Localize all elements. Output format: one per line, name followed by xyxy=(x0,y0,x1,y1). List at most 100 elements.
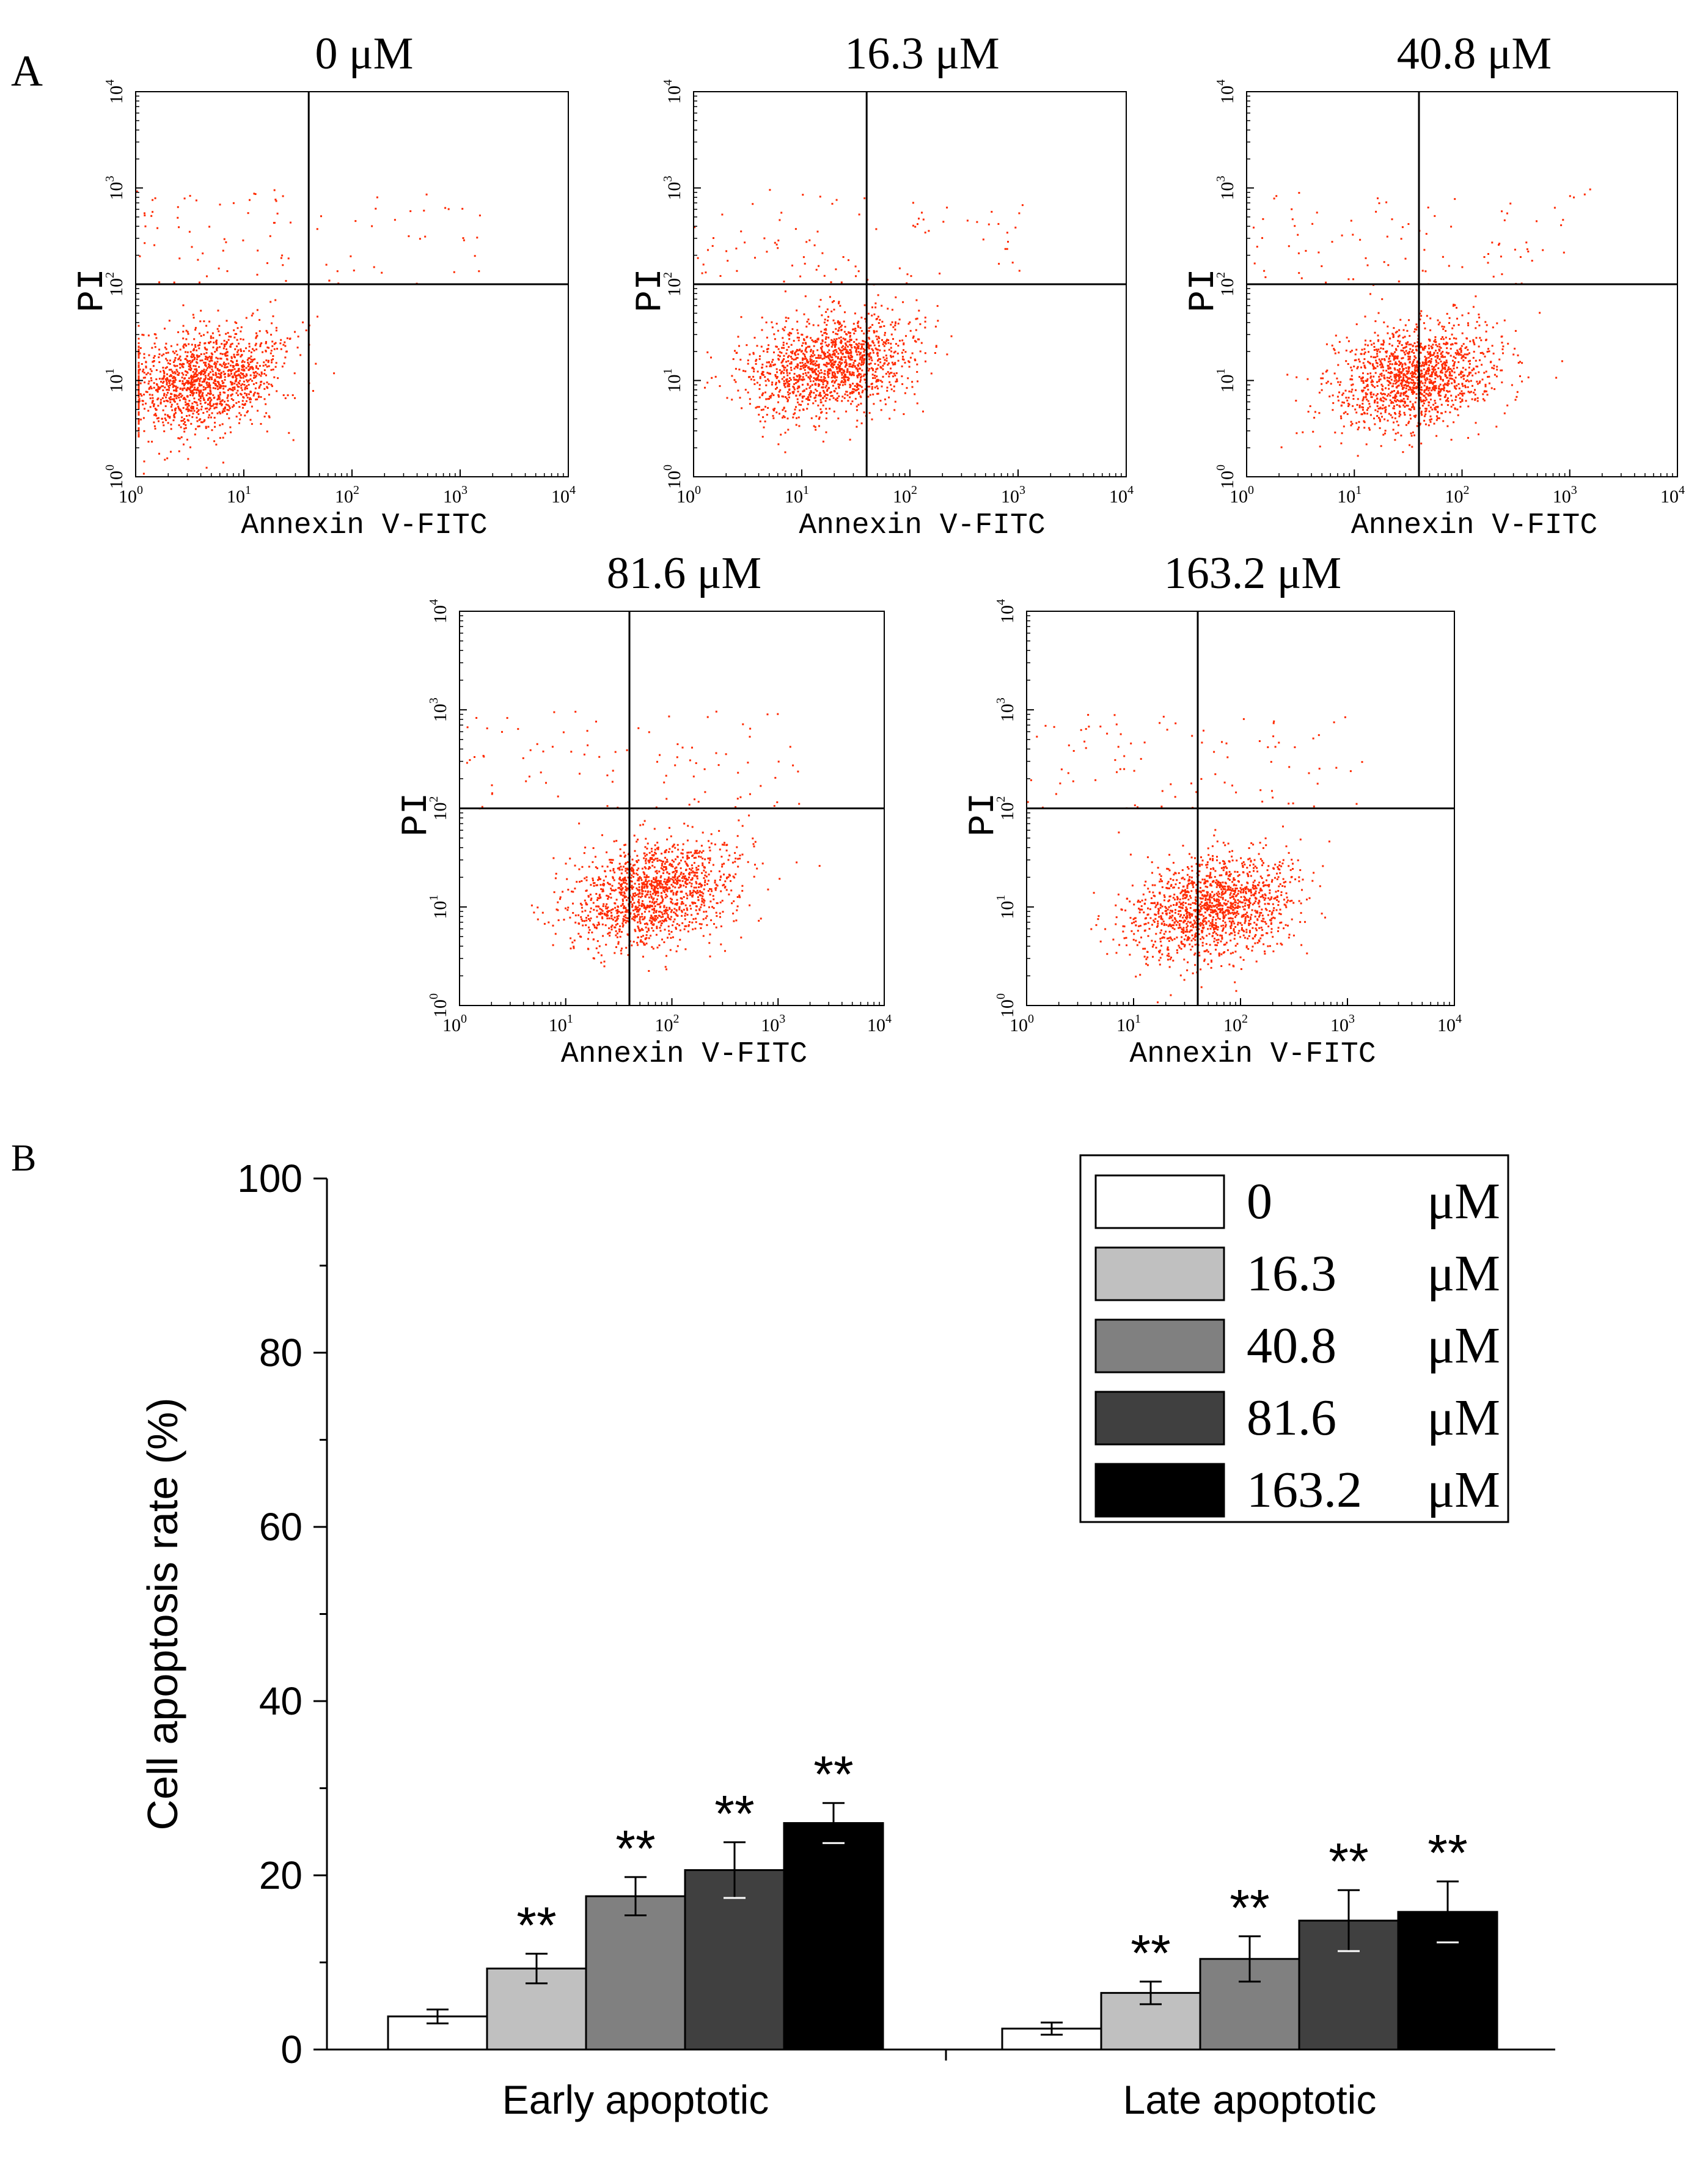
flow-dot xyxy=(752,351,755,354)
flow-dot xyxy=(1507,342,1509,345)
flow-dot xyxy=(817,374,819,377)
flow-dot xyxy=(721,866,724,868)
flow-dot xyxy=(821,339,824,342)
flow-dot xyxy=(1440,360,1442,362)
flow-dot xyxy=(643,885,646,888)
flow-dot xyxy=(1506,404,1509,406)
flow-dot xyxy=(176,370,178,373)
flow-dot xyxy=(856,375,859,377)
flow-dot xyxy=(1542,249,1544,251)
flow-dot xyxy=(139,393,142,395)
flow-dot xyxy=(703,884,706,886)
flow-dot xyxy=(1393,355,1395,358)
flow-dot xyxy=(1424,399,1426,402)
y-tick-label: 100 xyxy=(661,465,684,489)
flow-dot xyxy=(1435,344,1437,346)
flow-dot xyxy=(240,372,242,374)
flow-dot xyxy=(210,340,212,343)
flow-dot xyxy=(229,345,232,348)
flow-dot xyxy=(767,398,769,400)
flow-dot xyxy=(139,255,141,257)
flow-dot xyxy=(1393,405,1395,407)
flow-dot xyxy=(216,367,219,370)
flow-dot xyxy=(225,342,228,344)
flow-dot xyxy=(205,348,208,351)
flow-dot xyxy=(814,378,816,380)
flow-dot xyxy=(877,380,879,382)
flow-dot xyxy=(206,275,208,278)
flow-dot xyxy=(218,395,220,398)
flow-dot xyxy=(1459,401,1462,403)
flow-dot xyxy=(744,370,747,372)
flow-dot xyxy=(874,377,876,379)
flow-dot xyxy=(1451,343,1454,345)
flow-dot xyxy=(827,355,829,358)
flow-dot xyxy=(263,416,266,417)
flow-dot xyxy=(875,335,878,337)
flow-dot xyxy=(1435,374,1438,377)
flow-dot xyxy=(1351,350,1353,352)
flow-dot xyxy=(639,922,642,924)
flow-dot xyxy=(827,372,829,374)
flow-dot xyxy=(1398,415,1401,417)
flow-dot xyxy=(1380,392,1382,394)
flow-dot xyxy=(231,342,233,345)
flow-plot-title: 0 μM xyxy=(315,29,414,79)
flow-dot xyxy=(998,263,1000,265)
flow-dot xyxy=(893,390,895,392)
flow-dot xyxy=(204,388,207,391)
flow-dot xyxy=(1333,349,1336,351)
flow-dot xyxy=(1309,405,1311,407)
flow-dot xyxy=(169,384,171,386)
flow-dot xyxy=(779,355,781,358)
flow-dot xyxy=(150,388,153,389)
flow-dot xyxy=(748,376,750,378)
flow-dot xyxy=(1399,372,1401,373)
flow-dot xyxy=(178,407,180,410)
flow-dot xyxy=(1478,371,1480,373)
flow-dot xyxy=(204,402,207,404)
flow-dot xyxy=(1452,359,1454,362)
flow-dot xyxy=(325,263,328,266)
flow-dot xyxy=(852,323,855,325)
flow-dot xyxy=(1407,372,1409,374)
flow-dot xyxy=(1361,406,1363,408)
flow-dot xyxy=(877,392,879,395)
flow-dot xyxy=(166,359,169,362)
flow-dot xyxy=(1393,390,1395,392)
flow-dot xyxy=(210,399,213,401)
flow-dot xyxy=(155,337,158,339)
flow-dot xyxy=(797,391,799,393)
flow-dot xyxy=(208,366,210,368)
flow-dot xyxy=(1380,375,1383,377)
flow-dot xyxy=(186,406,189,408)
flow-dot xyxy=(184,383,186,385)
flow-dot xyxy=(736,896,739,898)
flow-dot xyxy=(804,372,807,374)
flow-dot xyxy=(1387,332,1389,334)
flow-dot xyxy=(164,367,167,369)
flow-dot xyxy=(1401,379,1403,381)
flow-dot xyxy=(1358,376,1361,378)
flow-dot xyxy=(144,225,147,227)
flow-dot xyxy=(1452,403,1454,406)
flow-dot xyxy=(266,381,268,384)
flow-dot xyxy=(1011,262,1014,264)
flow-dot xyxy=(809,378,811,380)
flow-dot xyxy=(203,419,206,421)
flow-dot xyxy=(876,378,879,381)
flow-dot xyxy=(241,365,243,367)
flow-dot xyxy=(1465,380,1467,382)
flow-dot xyxy=(168,386,170,389)
flow-dot xyxy=(1429,406,1432,409)
flow-dot xyxy=(763,426,765,428)
x-tick-label: 102 xyxy=(335,483,359,507)
flow-dot xyxy=(1461,383,1464,385)
flow-dot xyxy=(1365,396,1367,399)
flow-dot xyxy=(170,374,172,377)
flow-dot xyxy=(223,361,225,364)
flow-dot xyxy=(1352,398,1355,400)
flow-dot xyxy=(199,281,200,284)
flow-dot xyxy=(156,227,159,229)
flow-dot xyxy=(1428,347,1430,350)
